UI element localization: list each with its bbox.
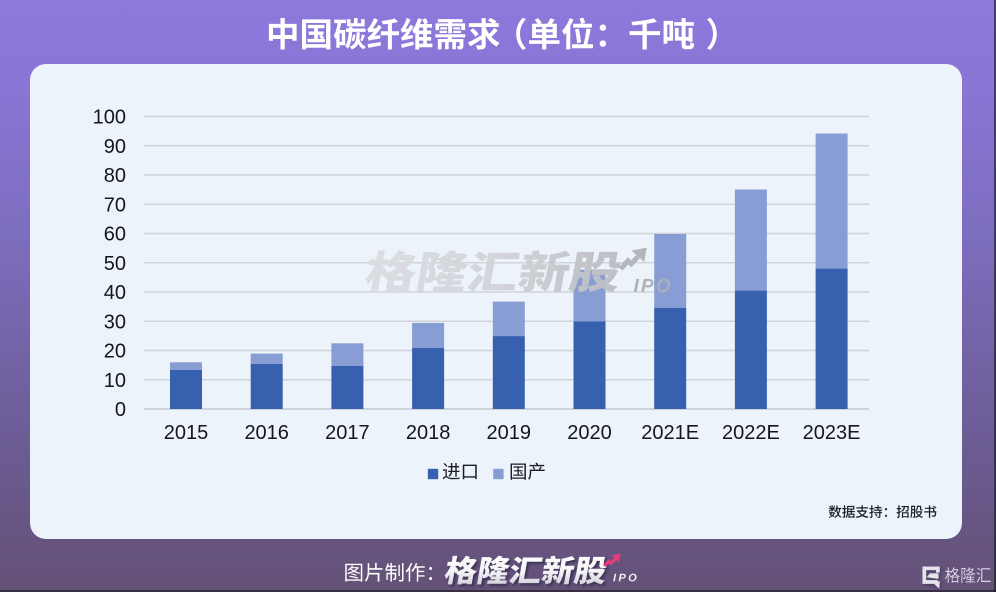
svg-text:0: 0 [115, 399, 126, 421]
svg-text:70: 70 [104, 194, 126, 216]
svg-text:90: 90 [104, 136, 126, 158]
svg-text:2021E: 2021E [641, 422, 699, 444]
svg-text:2015: 2015 [164, 422, 209, 444]
svg-text:60: 60 [104, 224, 126, 246]
svg-text:2023E: 2023E [803, 422, 861, 444]
svg-text:20: 20 [104, 341, 126, 363]
svg-text:2022E: 2022E [722, 422, 780, 444]
svg-text:80: 80 [104, 165, 126, 187]
svg-text:2016: 2016 [244, 422, 289, 444]
svg-text:2018: 2018 [406, 422, 451, 444]
svg-text:2017: 2017 [325, 422, 370, 444]
svg-text:2019: 2019 [487, 422, 532, 444]
svg-text:2020: 2020 [567, 422, 612, 444]
svg-text:30: 30 [104, 311, 126, 333]
svg-text:50: 50 [104, 253, 126, 275]
svg-text:40: 40 [104, 282, 126, 304]
svg-text:10: 10 [104, 370, 126, 392]
svg-text:100: 100 [93, 107, 126, 129]
